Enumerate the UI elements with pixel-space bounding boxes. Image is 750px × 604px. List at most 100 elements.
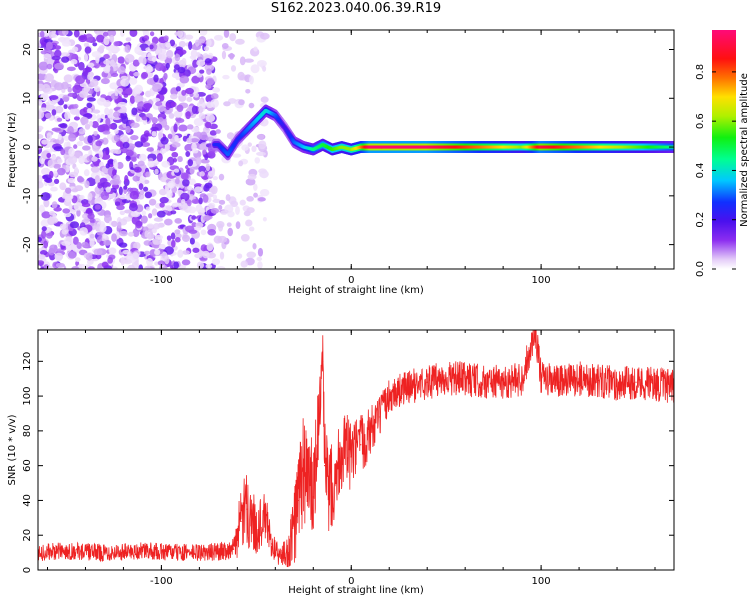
spectrogram-cell (83, 42, 90, 48)
spectrogram-cell (245, 88, 251, 94)
snr-data-point (179, 552, 181, 554)
spectrogram-cell (119, 134, 129, 142)
colorbar-tick-label: 0.6 (695, 113, 706, 129)
spectrogram-cell (237, 71, 245, 81)
spectrogram-cell (82, 213, 90, 220)
spectrogram-cell (244, 58, 254, 63)
spectrogram-cell (143, 250, 151, 255)
spectrogram-cell (139, 175, 146, 182)
spectrogram-cell (161, 160, 170, 168)
spectrogram-cell (68, 203, 73, 210)
spectrogram-cell (72, 236, 79, 245)
spectrogram-cell (71, 266, 80, 269)
spectrogram-cell (116, 161, 124, 169)
spectrogram-cell (54, 49, 62, 58)
spectrogram-cell (259, 32, 270, 40)
spectrogram-cell (117, 66, 126, 75)
spectrogram-cell (163, 72, 168, 80)
spectrogram-cell (216, 265, 226, 269)
spectrogram-cell (166, 190, 173, 199)
spectrogram-cell (127, 264, 136, 269)
spectrogram-cell (105, 146, 110, 156)
spectrogram-cell (187, 206, 197, 214)
spectrogram-cell (133, 71, 140, 77)
snr-data-point (141, 550, 144, 552)
spectrogram-cell (151, 228, 157, 234)
spectrogram-cell (38, 181, 44, 189)
spectrogram-cell (99, 224, 107, 233)
spectrogram-cell (174, 237, 181, 243)
spectrogram-cell (88, 120, 94, 127)
spectrogram-cell (120, 105, 127, 114)
spectrogram-cell (160, 136, 169, 145)
spectrogram-cell (86, 102, 93, 109)
spectrogram-cell (66, 244, 72, 252)
spectrogram-cell (189, 237, 195, 245)
spectrogram-cell (122, 141, 130, 149)
spectrogram-cell (230, 200, 239, 208)
spectrogram-cell (49, 211, 55, 216)
spectrogram-cell (92, 109, 101, 114)
spectrogram-cell (209, 130, 217, 136)
spectrogram-cell (67, 250, 77, 259)
spectrogram-cell (247, 173, 257, 180)
snr-data-point (540, 378, 542, 380)
spectrogram-cell (145, 171, 151, 178)
snr-data-point (426, 381, 428, 383)
spectrogram-cell (105, 163, 110, 169)
spectrogram-cell (108, 123, 115, 130)
snr-data-point (654, 383, 656, 385)
spectrogram-cell (98, 45, 105, 50)
snr-data-point (246, 508, 248, 510)
spectrogram-cell (138, 183, 144, 190)
spectrogram-cell (184, 143, 194, 152)
spectrogram-cell (59, 122, 68, 129)
spectrogram-cell (140, 215, 148, 224)
spectrogram-cell (150, 117, 157, 122)
spectrogram-cell (144, 191, 153, 199)
spectrogram-cell (38, 61, 48, 71)
spectrogram-cell (87, 62, 95, 68)
spectrogram-cell (56, 158, 63, 164)
spectrogram-cell (130, 210, 141, 218)
spectrogram-cell (48, 217, 59, 224)
spectrogram-cell (158, 132, 163, 138)
spectrogram-cell (40, 50, 47, 55)
spectrogram-cell (216, 220, 225, 229)
spectrogram-cell (38, 125, 44, 131)
spectrogram-cell (195, 221, 204, 229)
spectrogram-x-tick-label: 100 (532, 275, 551, 286)
spectrogram-cell (246, 195, 254, 202)
spectrogram-cell (129, 95, 136, 104)
spectrogram-cell (125, 125, 131, 134)
spectrogram-cell (111, 233, 117, 242)
spectrogram-cell (134, 141, 144, 148)
snr-y-tick-label: 80 (22, 425, 33, 438)
spectrogram-cell (117, 56, 125, 64)
spectrogram-cell (212, 194, 218, 200)
spectrogram-cell (91, 51, 101, 58)
spectrogram-cell (200, 158, 210, 164)
spectrogram-cell (41, 226, 47, 232)
spectrogram-cell (151, 208, 158, 216)
spectrogram-cell (125, 155, 131, 162)
spectrogram-cell (87, 213, 95, 220)
spectrogram-cell (56, 167, 66, 176)
spectrogram-cell (189, 138, 200, 143)
spectrogram-cell (223, 30, 230, 38)
spectrogram-cell (198, 197, 203, 205)
spectrogram-cell (227, 227, 234, 237)
spectrogram-cell (56, 117, 63, 122)
colorbar-tick-label: 0.2 (695, 212, 706, 228)
spectrogram-cell (78, 90, 89, 98)
snr-data-point (312, 496, 314, 498)
spectrogram-cell (141, 210, 147, 216)
spectrogram-cell (131, 252, 140, 261)
spectrogram-cell (61, 56, 70, 63)
spectrogram-cell (253, 183, 258, 191)
spectrogram-cell (125, 37, 132, 42)
snr-data-point (445, 378, 447, 380)
spectrogram-cell (49, 244, 58, 252)
spectrogram-cell (205, 136, 215, 142)
